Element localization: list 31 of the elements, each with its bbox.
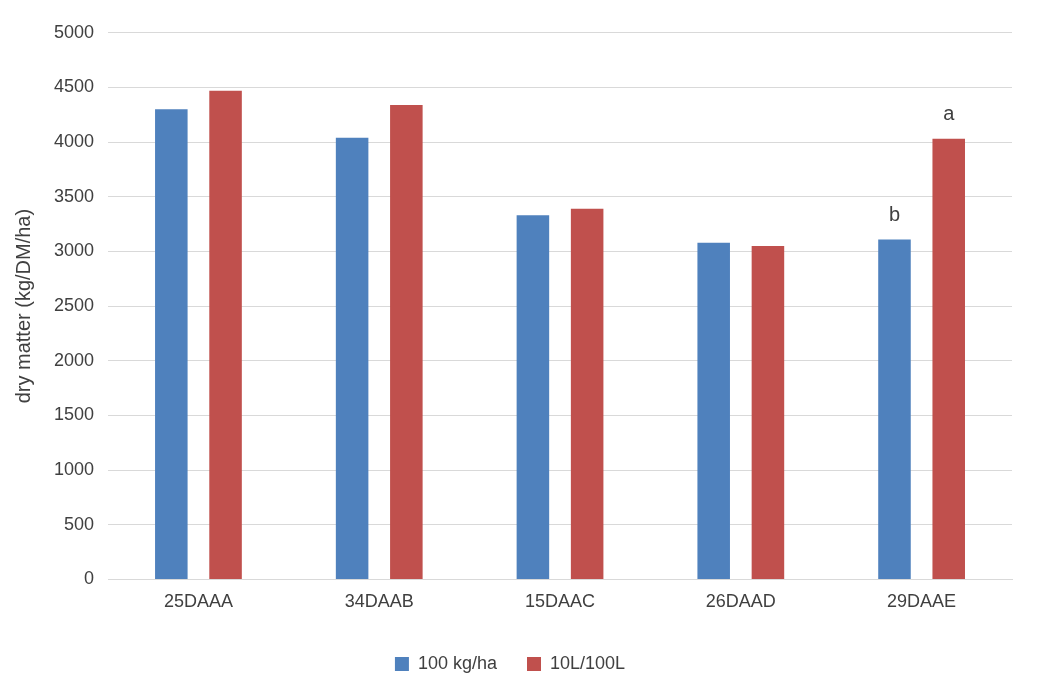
- y-tick-label: 4500: [54, 76, 95, 97]
- bar: [209, 90, 242, 579]
- annotation: b: [888, 202, 901, 225]
- bar: [878, 239, 911, 579]
- legend-label: 10L/100L: [550, 652, 626, 673]
- y-tick-label: 2500: [54, 295, 95, 316]
- y-tick-label: 3500: [54, 185, 95, 206]
- y-tick-label: 1500: [54, 404, 95, 425]
- y-tick-label: 4000: [54, 131, 95, 152]
- x-tick-label: 25DAAA: [163, 591, 233, 612]
- y-tick-label: 2000: [54, 349, 95, 370]
- bar: [697, 242, 730, 579]
- bar: [932, 138, 965, 579]
- x-tick-label: 15DAAC: [525, 591, 596, 612]
- y-axis-title: dry matter (kg/DM/ha): [11, 208, 34, 404]
- bar: [155, 109, 188, 579]
- y-tick-label: 0: [84, 568, 95, 589]
- y-tick-label: 1000: [54, 459, 95, 480]
- bar: [335, 137, 369, 579]
- annotation: a: [943, 102, 956, 125]
- bar: [516, 215, 550, 579]
- x-tick-label: 29DAAE: [887, 591, 957, 612]
- legend-label: 100 kg/ha: [417, 652, 498, 673]
- bar: [751, 245, 785, 579]
- y-tick-label: 5000: [54, 21, 95, 42]
- bar: [570, 208, 604, 579]
- bar: [390, 104, 423, 579]
- x-tick-label: 26DAAD: [705, 591, 776, 612]
- y-tick-label: 500: [64, 513, 95, 534]
- x-tick-label: 34DAAB: [344, 591, 414, 612]
- y-tick-label: 3000: [54, 240, 95, 261]
